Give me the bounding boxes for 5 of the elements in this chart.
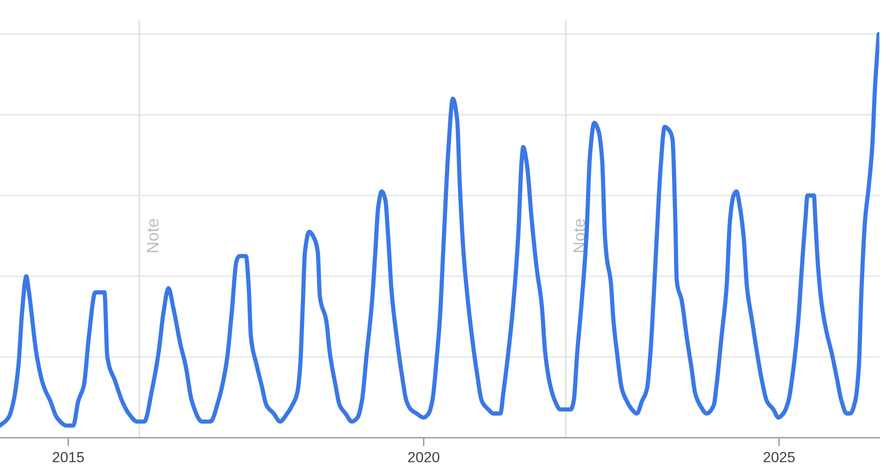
x-tick-label: 2020 xyxy=(408,452,440,462)
ref-line-label: Note xyxy=(146,219,159,252)
x-tick-label: 2015 xyxy=(52,452,84,462)
ref-line-label: Note xyxy=(573,219,586,252)
x-tick-label: 2025 xyxy=(764,452,795,462)
